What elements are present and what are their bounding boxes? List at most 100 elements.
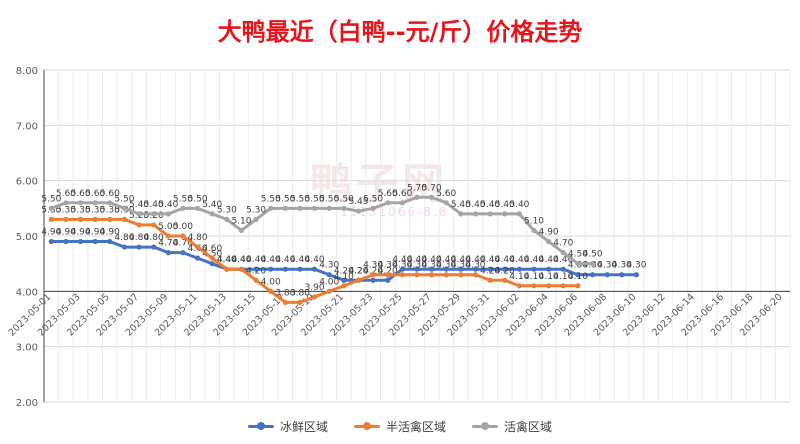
series-0-data-label: 4.40 (539, 255, 559, 265)
series-0-data-label: 4.90 (41, 228, 61, 238)
series-0-point (516, 266, 522, 272)
series-0-point (560, 266, 566, 272)
series-2-data-label: 5.60 (71, 189, 91, 199)
y-tick-label: 4.00 (16, 287, 38, 298)
series-1-point (385, 272, 391, 278)
series-1-data-label: 5.30 (71, 205, 91, 215)
series-0-data-label: 4.40 (553, 255, 573, 265)
series-0-point (253, 266, 259, 272)
series-1-point (355, 277, 362, 283)
series-1-data-label: 3.80 (275, 288, 295, 298)
series-1-data-label: 4.30 (392, 261, 412, 271)
series-2-point (443, 200, 449, 206)
series-2-data-label: 5.60 (85, 189, 105, 199)
series-2-point (487, 211, 493, 217)
series-2-data-label: 5.30 (217, 205, 237, 215)
series-0-data-label: 4.20 (334, 266, 354, 276)
series-0-data-label: 4.30 (626, 261, 646, 271)
series-0-point (472, 266, 479, 272)
series-1-point (209, 255, 215, 261)
series-1-point (531, 283, 537, 289)
watermark-logo: 鸭子网 (310, 159, 449, 208)
series-2-point (589, 261, 596, 267)
series-0-data-label: 4.40 (465, 255, 485, 265)
series-0-data-label: 4.40 (451, 255, 471, 265)
series-2-point (151, 211, 157, 217)
series-0-point (282, 266, 288, 272)
series-0-point (151, 244, 157, 250)
series-1-point (487, 277, 493, 283)
chart-legend: 冰鲜区域 半活禽区域 活禽区域 (0, 418, 800, 435)
series-1-point (180, 233, 186, 239)
series-0-point (414, 266, 420, 272)
series-2-data-label: 5.40 (129, 200, 149, 210)
series-1-data-label: 4.30 (378, 261, 398, 271)
series-2-point (399, 200, 405, 206)
series-0-data-label: 4.40 (305, 255, 325, 265)
series-2-point (502, 211, 508, 217)
series-1-point (282, 299, 288, 305)
series-1-point (121, 216, 128, 222)
series-1-data-label: 5.30 (100, 205, 120, 215)
series-0-data-label: 4.40 (422, 255, 442, 265)
legend-swatch-0 (247, 422, 274, 430)
legend-label-0: 冰鲜区域 (279, 420, 328, 434)
series-0-data-label: 4.40 (509, 255, 529, 265)
series-1-point (516, 283, 522, 289)
series-2-point (560, 250, 566, 256)
series-2-point (370, 205, 376, 211)
series-0-data-label: 4.30 (597, 261, 617, 271)
series-0-point (604, 272, 610, 278)
series-1-point (443, 272, 449, 278)
series-1-point (165, 233, 171, 239)
series-2-point (180, 205, 186, 211)
series-1-point (77, 216, 84, 222)
series-0-point (136, 244, 142, 250)
series-0-data-label: 4.40 (231, 255, 251, 265)
series-0-data-label: 4.40 (275, 255, 295, 265)
series-1-data-label: 4.10 (539, 272, 559, 282)
series-1-data-label: 5.00 (173, 222, 193, 232)
series-2-data-label: 5.50 (305, 194, 325, 204)
series-0-point (48, 238, 54, 245)
series-2-point (194, 205, 201, 211)
series-2-data-label: 5.70 (407, 183, 427, 193)
series-2-data-label: 5.50 (334, 194, 354, 204)
series-2-data-label: 5.10 (231, 216, 251, 226)
series-0-point (633, 272, 640, 278)
series-2-point (224, 216, 230, 222)
series-2-data-label: 5.50 (188, 194, 208, 204)
series-1-data-label: 4.60 (202, 244, 222, 254)
y-tick-label: 3.00 (16, 343, 38, 354)
series-1-data-label: 4.10 (334, 272, 354, 282)
series-2-point (92, 200, 98, 206)
series-2-point (546, 238, 552, 245)
series-0-point (370, 277, 376, 283)
series-2-point (165, 211, 171, 217)
series-1-data-label: 5.30 (56, 205, 76, 215)
series-0-data-label: 4.30 (612, 261, 632, 271)
series-0-data-label: 4.40 (290, 255, 310, 265)
series-1-point (326, 288, 332, 294)
series-1-data-label: 4.40 (217, 255, 237, 265)
series-1-data-label: 4.10 (568, 272, 588, 282)
series-1-data-label: 4.30 (465, 261, 485, 271)
series-1-point (575, 283, 581, 289)
series-1-data-label: 3.90 (305, 283, 325, 293)
series-0-data-label: 4.40 (246, 255, 266, 265)
series-2-point (385, 200, 391, 206)
series-2-point (355, 208, 362, 214)
series-1-point (238, 266, 245, 272)
series-0-point (429, 266, 435, 272)
series-2-point (414, 194, 420, 200)
series-0-point (107, 238, 113, 245)
series-2-data-label: 5.50 (363, 194, 383, 204)
series-1-point (458, 272, 464, 278)
series-2-data-label: 4.50 (583, 250, 603, 260)
series-1-data-label: 4.30 (436, 261, 456, 271)
series-0-data-label: 4.80 (144, 233, 164, 243)
series-1-data-label: 4.20 (495, 266, 515, 276)
series-1-point (48, 216, 54, 222)
series-0-data-label: 4.40 (495, 255, 515, 265)
series-1-point (546, 283, 552, 289)
